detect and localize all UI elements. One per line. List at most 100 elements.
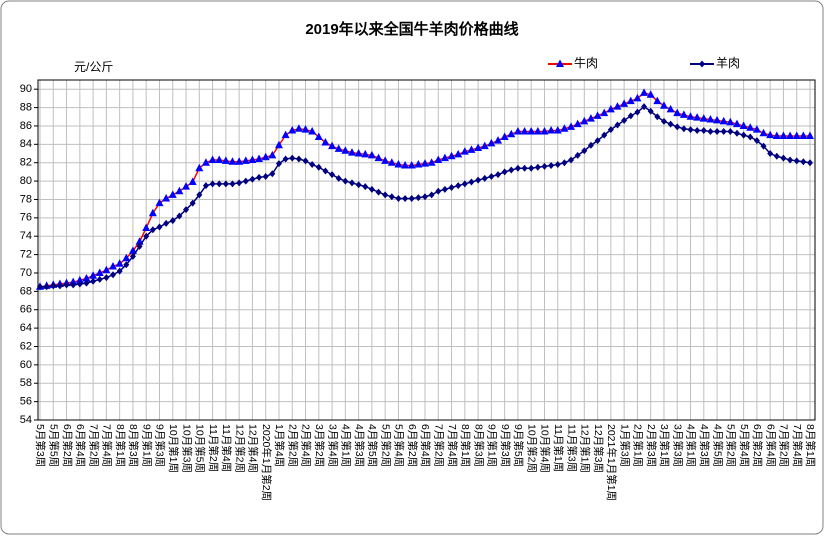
marker-triangle: [314, 132, 323, 140]
marker-triangle: [361, 149, 370, 158]
y-tick-label: 54: [20, 414, 32, 426]
marker-triangle: [746, 123, 755, 131]
x-tick-label: 9月第3周: [499, 424, 512, 467]
marker-diamond: [581, 147, 588, 155]
marker-diamond: [707, 127, 714, 135]
marker-diamond: [435, 187, 442, 195]
marker-triangle: [626, 96, 635, 105]
x-tick-label: 7月第4周: [791, 424, 804, 467]
marker-diamond: [753, 137, 760, 145]
marker-triangle: [586, 114, 595, 122]
x-tick-label: 6月第2周: [406, 424, 419, 467]
marker-diamond: [607, 126, 614, 134]
x-tick-label: 2月第1周: [632, 424, 645, 467]
marker-diamond: [256, 173, 263, 181]
y-tick-label: 84: [20, 138, 32, 150]
marker-diamond: [382, 191, 389, 199]
y-tick-label: 70: [20, 267, 32, 279]
marker-diamond: [488, 172, 495, 180]
marker-diamond: [342, 177, 349, 185]
marker-triangle: [288, 126, 297, 134]
x-tick-label: 4月第3周: [353, 424, 366, 467]
marker-diamond: [209, 180, 216, 188]
marker-triangle: [693, 113, 702, 121]
marker-triangle: [102, 265, 111, 274]
marker-diamond: [415, 194, 422, 202]
marker-triangle: [334, 144, 343, 152]
marker-triangle: [480, 141, 489, 150]
marker-diamond: [674, 123, 681, 131]
marker-diamond: [641, 103, 648, 111]
marker-diamond: [807, 159, 813, 167]
x-tick-label: 8月第1周: [459, 424, 472, 467]
marker-triangle: [573, 119, 582, 128]
x-tick-label: 12月第1周: [579, 424, 592, 473]
marker-triangle: [580, 116, 589, 125]
marker-diamond: [441, 185, 448, 193]
marker-triangle: [560, 124, 569, 132]
marker-triangle: [799, 131, 808, 140]
marker-triangle: [779, 131, 788, 140]
y-tick-label: 72: [20, 249, 32, 261]
marker-diamond: [50, 282, 57, 290]
marker-diamond: [561, 159, 568, 167]
marker-diamond: [43, 283, 50, 291]
x-tick-label: 4月第5周: [711, 424, 724, 467]
marker-triangle: [407, 160, 416, 169]
marker-diamond: [76, 280, 83, 288]
marker-diamond: [654, 113, 661, 121]
marker-diamond: [156, 223, 163, 231]
marker-diamond: [202, 182, 209, 190]
marker-triangle: [261, 152, 270, 161]
marker-triangle: [507, 129, 516, 138]
marker-diamond: [249, 175, 256, 183]
marker-triangle: [401, 160, 410, 169]
marker-diamond: [574, 151, 581, 159]
marker-triangle: [387, 158, 396, 166]
y-tick-label: 90: [20, 83, 32, 95]
marker-diamond: [587, 141, 594, 149]
marker-diamond: [309, 161, 316, 169]
marker-diamond: [302, 157, 309, 165]
marker-diamond: [773, 152, 780, 160]
marker-triangle: [620, 99, 629, 107]
marker-triangle: [115, 259, 124, 267]
marker-diamond: [422, 193, 428, 201]
marker-triangle: [553, 126, 562, 134]
marker-diamond: [501, 168, 508, 176]
x-tick-label: 6月第4周: [419, 424, 432, 467]
x-tick-label: 2020年1月第2周: [260, 424, 273, 501]
marker-triangle: [447, 151, 456, 160]
marker-diamond: [110, 271, 117, 279]
marker-triangle: [381, 156, 390, 164]
x-tick-label: 7月第4周: [446, 424, 459, 467]
marker-triangle: [321, 137, 330, 146]
marker-diamond: [727, 127, 734, 135]
marker-diamond: [647, 107, 654, 115]
marker-diamond: [335, 174, 342, 182]
marker-diamond: [222, 180, 229, 188]
y-axis-label: 元/公斤: [74, 60, 113, 74]
x-tick-label: 10月第3周: [180, 424, 193, 473]
marker-diamond: [236, 179, 243, 187]
marker-diamond: [196, 191, 203, 199]
x-tick-label: 1月第3周: [618, 424, 631, 467]
marker-triangle: [633, 93, 642, 102]
marker-triangle: [547, 126, 556, 134]
marker-diamond: [149, 226, 156, 234]
marker-triangle: [308, 126, 317, 135]
x-tick-label: 5月第3周: [34, 424, 47, 467]
marker-triangle: [673, 108, 682, 117]
marker-triangle: [686, 112, 695, 120]
marker-triangle: [752, 125, 761, 133]
marker-triangle: [274, 140, 283, 149]
marker-diamond: [687, 126, 694, 134]
marker-triangle: [421, 159, 429, 167]
y-tick-label: 74: [20, 230, 32, 242]
marker-triangle: [766, 130, 775, 139]
marker-triangle: [806, 131, 814, 140]
marker-diamond: [116, 267, 123, 275]
x-tick-label: 10月第2周: [525, 424, 538, 473]
marker-triangle: [659, 101, 668, 109]
x-tick-label: 11月第1周: [552, 424, 565, 472]
